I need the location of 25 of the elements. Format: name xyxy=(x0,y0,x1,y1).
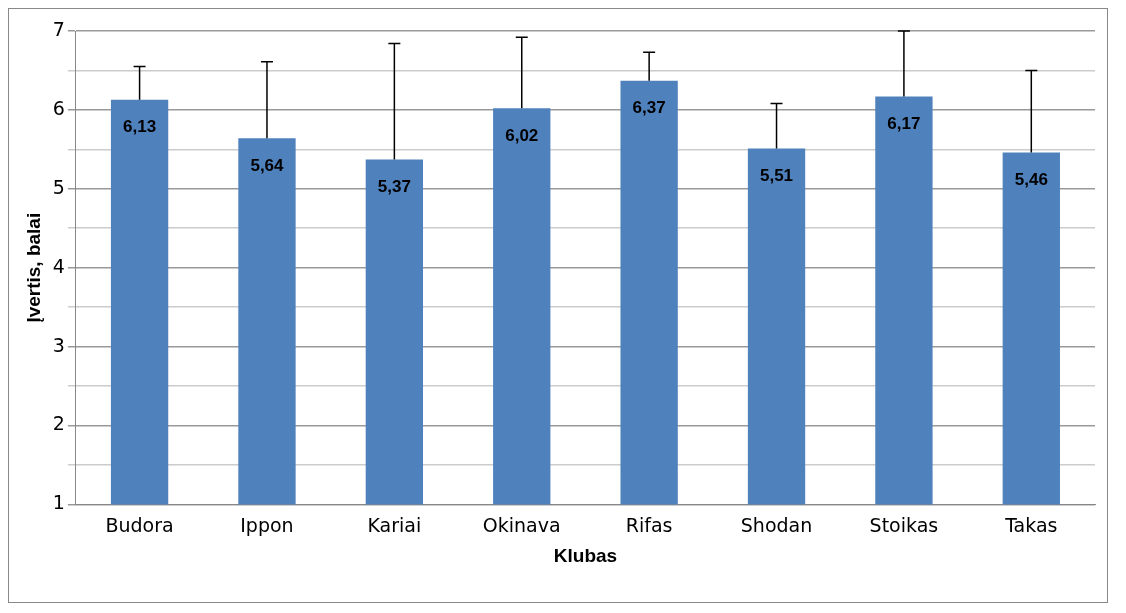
y-tick-label: 2 xyxy=(52,412,65,435)
data-label: 5,37 xyxy=(377,177,411,197)
x-tick-label: Ippon xyxy=(240,513,294,536)
x-tick-label: Kariai xyxy=(367,513,422,536)
x-tick-label: Shodan xyxy=(740,513,813,536)
x-tick-label: Okinava xyxy=(482,513,561,536)
y-axis-title: Įvertis, balai xyxy=(22,212,44,323)
y-tick-label: 4 xyxy=(52,254,65,277)
y-tick-label: 3 xyxy=(52,333,65,356)
y-tick-label: 1 xyxy=(52,491,65,514)
y-tick-label: 6 xyxy=(52,96,65,119)
data-label: 5,46 xyxy=(1014,170,1048,190)
data-label: 6,02 xyxy=(505,126,539,146)
x-tick-label: Takas xyxy=(1004,513,1058,536)
data-label: 6,13 xyxy=(123,117,157,137)
x-axis-title: Klubas xyxy=(553,544,618,566)
y-tick-label: 7 xyxy=(52,17,65,40)
data-label: 6,37 xyxy=(632,98,666,118)
x-tick-label: Stoikas xyxy=(869,513,939,536)
x-tick-label: Budora xyxy=(105,513,174,536)
data-label: 6,17 xyxy=(887,114,921,134)
data-label: 5,51 xyxy=(759,166,794,186)
data-label: 5,64 xyxy=(250,155,285,175)
y-tick-label: 5 xyxy=(52,175,65,198)
x-tick-label: Rifas xyxy=(625,513,673,536)
